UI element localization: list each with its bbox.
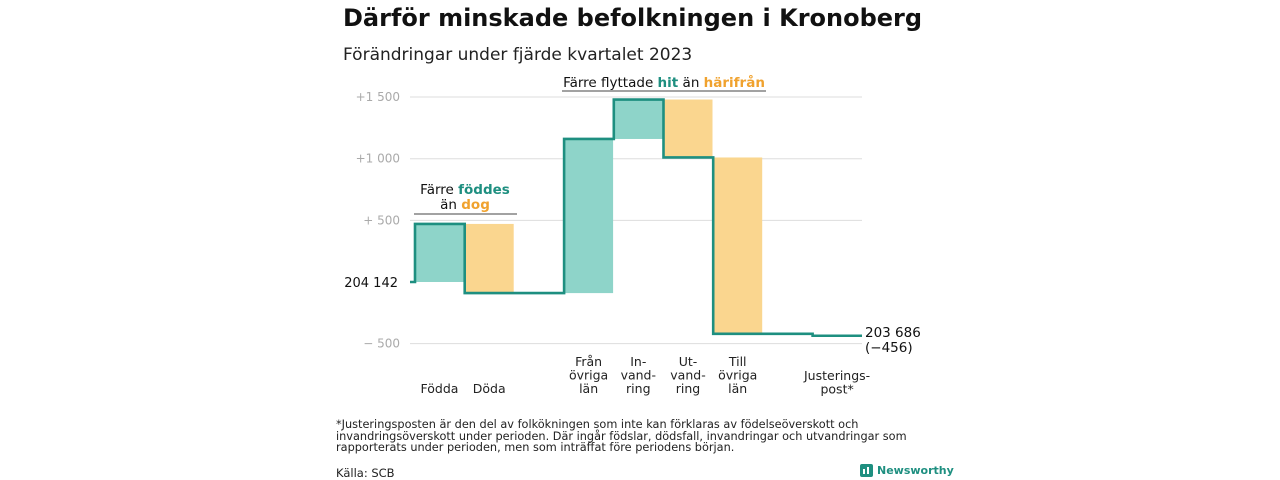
cumulative-step-line [410,98,862,338]
y-tick-label: + 500 [363,213,400,227]
x-category-label: Justerings- [803,368,870,383]
start-value-label: 204 142 [344,276,398,291]
bar-step [663,99,713,158]
end-value-label: (−456) [865,340,913,356]
x-category-label: Till [728,354,747,369]
x-category-label: län [579,381,598,396]
x-category-label: Födda [421,381,459,396]
bar-chart-logo-icon [860,464,873,477]
x-category-label: Döda [473,381,506,396]
source-label: Källa: SCB [336,466,395,480]
chart-title: Därför minskade befolkningen i Kronoberg [343,4,923,32]
x-category-label: Från [575,354,602,369]
y-tick-label: − 500 [363,337,400,351]
waterfall-chart: +1 500 +1 000 + 500 − 500 204 142 203 686(−45… [344,74,921,397]
x-category-label: post* [820,382,853,397]
brand: Newsworthy [860,464,954,477]
brand-name: Newsworthy [877,464,954,477]
x-category-label: vand- [621,368,656,383]
x-category-label: län [728,381,747,396]
annotation-births-deaths: än dog [440,197,490,213]
annotation-births-deaths: Färre föddes [420,182,510,198]
x-category-label: ring [626,381,650,396]
footnote: *Justeringsposten är den del av folkökni… [336,418,907,454]
bar-step [564,138,614,294]
bar-step [713,157,763,334]
bar-step [464,223,514,294]
x-category-label: övriga [718,368,757,383]
bar-step [415,223,464,282]
chart-subtitle: Förändringar under fjärde kvartalet 2023 [343,45,693,65]
y-tick-label: +1 500 [356,90,400,104]
x-category-label: vand- [670,368,705,383]
annotation-migration: Färre flyttade hit än härifrån [563,74,765,91]
x-category-label: In- [630,354,646,369]
y-tick-label: +1 000 [356,152,400,166]
x-category-label: övriga [569,368,608,383]
end-value-label: 203 686 [865,325,921,341]
bar-step [613,99,663,139]
x-category-label: Ut- [679,354,698,369]
x-category-label: ring [676,381,700,396]
